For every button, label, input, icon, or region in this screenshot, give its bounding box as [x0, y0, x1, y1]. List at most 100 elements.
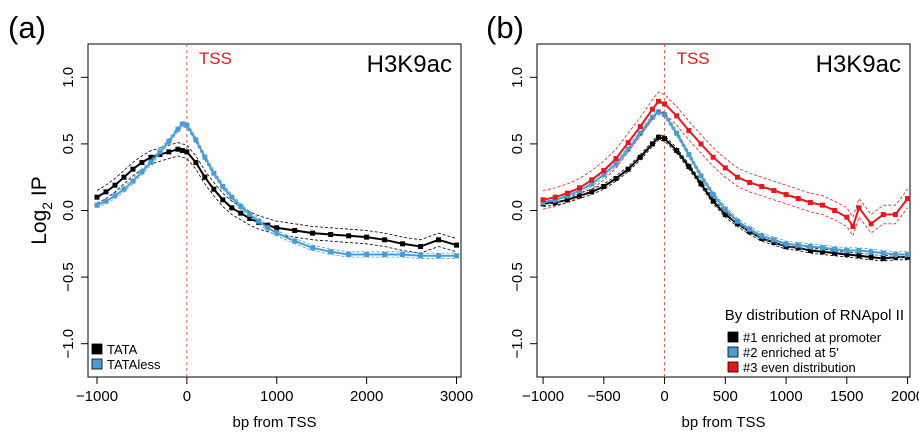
legend-swatch	[91, 358, 103, 370]
data-point	[747, 180, 753, 186]
y-axis-label-main: Log	[28, 210, 51, 245]
data-point	[229, 205, 235, 211]
data-point	[844, 251, 850, 257]
data-point	[734, 174, 740, 180]
data-point	[820, 249, 826, 255]
y-tick-label: −1.0	[509, 329, 526, 359]
data-point	[807, 247, 813, 253]
legend-label: #2 enriched at 5'	[743, 345, 839, 360]
data-point	[382, 251, 388, 257]
legend-label: TATAless	[107, 357, 161, 372]
data-point	[905, 196, 910, 202]
data-point	[577, 188, 583, 194]
data-point	[655, 98, 661, 104]
data-point	[328, 249, 334, 255]
legend-title: By distribution of RNApol II	[725, 307, 904, 324]
tss-label: TSS	[199, 49, 232, 68]
data-point	[310, 245, 316, 251]
data-point	[202, 154, 208, 160]
y-tick-label: −0.5	[509, 262, 526, 292]
data-point	[274, 225, 280, 231]
x-axis-label: bp from TSS	[233, 414, 317, 431]
data-point	[795, 245, 801, 251]
data-point	[844, 247, 850, 253]
data-point	[856, 253, 862, 259]
data-point	[880, 211, 886, 217]
x-tick-label: 3000	[440, 388, 473, 405]
data-point	[328, 231, 334, 237]
data-point	[686, 164, 692, 170]
series-line	[542, 136, 908, 260]
y-axis-label: Log2 IP	[28, 176, 55, 245]
data-point	[256, 218, 262, 224]
data-point	[674, 148, 680, 154]
data-point	[220, 184, 226, 190]
y-tick-label: 1.0	[60, 67, 77, 88]
data-point	[121, 174, 127, 180]
data-point	[157, 149, 163, 155]
data-point	[454, 242, 460, 248]
data-point	[292, 227, 298, 233]
data-point	[94, 202, 100, 208]
data-point	[184, 149, 190, 155]
data-point	[346, 251, 352, 257]
data-point	[759, 233, 765, 239]
data-point	[613, 156, 619, 162]
data-point	[552, 194, 558, 200]
data-point	[649, 106, 655, 112]
series-lower-band	[543, 139, 908, 262]
tss-label: TSS	[677, 49, 710, 68]
data-point	[655, 134, 661, 140]
data-point	[193, 137, 199, 143]
data-point	[454, 253, 460, 259]
data-point	[179, 121, 185, 127]
x-tick-label: 500	[713, 388, 738, 405]
x-tick-label: 0	[660, 388, 668, 405]
x-tick-label: 1000	[769, 388, 802, 405]
data-point	[905, 251, 910, 257]
data-point	[540, 197, 546, 203]
data-point	[698, 173, 704, 179]
data-point	[905, 254, 910, 260]
data-point	[880, 255, 886, 261]
data-point	[637, 154, 643, 160]
data-point	[166, 149, 172, 155]
data-point	[112, 193, 118, 199]
legend-swatch	[727, 346, 739, 358]
data-point	[364, 251, 370, 257]
series-group	[540, 91, 910, 262]
data-point	[820, 245, 826, 251]
data-point	[698, 181, 704, 187]
data-point	[686, 152, 692, 158]
panel-b: (b) −1000 −500 0 500 1000 1500 2000 bp from TSS −…	[486, 10, 919, 431]
legend-label: TATA	[107, 342, 138, 357]
data-point	[148, 160, 154, 166]
data-point	[238, 204, 244, 210]
data-point	[577, 185, 583, 191]
data-point	[795, 196, 801, 202]
y-tick-label: −0.5	[60, 262, 77, 292]
data-point	[103, 198, 109, 204]
data-point	[139, 169, 145, 175]
legend-label: #3 even distribution	[743, 360, 856, 375]
data-point	[175, 126, 181, 132]
data-point	[771, 237, 777, 243]
data-point	[844, 214, 850, 220]
data-point	[674, 130, 680, 136]
legend-swatch	[91, 343, 103, 355]
data-point	[649, 114, 655, 120]
data-point	[868, 254, 874, 260]
panel-label: (a)	[8, 10, 46, 45]
data-point	[400, 241, 406, 247]
data-point	[577, 193, 583, 199]
x-tick-label: −1000	[522, 388, 564, 405]
data-point	[193, 160, 199, 166]
data-point	[202, 174, 208, 180]
series-group	[94, 120, 460, 259]
data-point	[662, 136, 668, 142]
data-point	[274, 230, 280, 236]
data-point	[759, 184, 765, 190]
data-point	[157, 152, 163, 158]
